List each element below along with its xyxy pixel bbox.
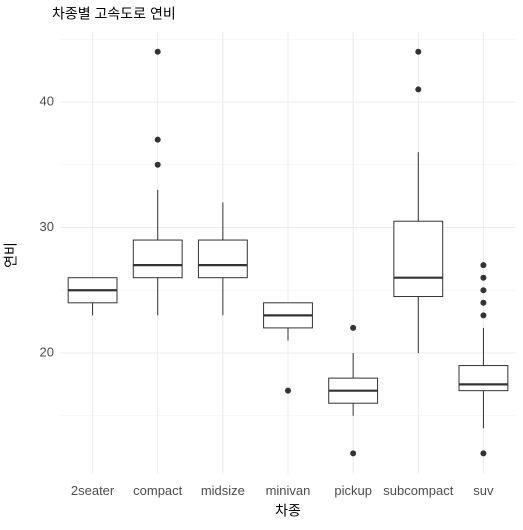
x-tick-label: pickup <box>334 483 372 498</box>
outlier <box>285 387 291 394</box>
box <box>132 239 183 279</box>
outlier <box>480 299 487 306</box>
x-axis-title: 차종 <box>275 503 301 519</box>
outlier <box>350 324 357 331</box>
x-tick-label: minivan <box>266 483 311 498</box>
y-tick-label: 30 <box>40 219 54 234</box>
outlier <box>480 262 487 269</box>
outlier <box>415 86 422 93</box>
outlier <box>154 161 161 168</box>
outlier <box>480 450 487 457</box>
outlier <box>480 312 487 319</box>
box <box>197 239 248 279</box>
x-tick-label: midsize <box>201 483 245 498</box>
y-tick-label: 40 <box>40 93 54 108</box>
outlier <box>350 450 357 457</box>
outlier <box>480 274 487 281</box>
x-tick-label: compact <box>133 483 183 498</box>
y-axis-title: 연비 <box>3 242 19 268</box>
x-tick-label: suv <box>473 483 494 498</box>
outlier <box>415 48 422 55</box>
outlier <box>154 136 161 143</box>
outlier <box>154 48 161 55</box>
chart-title: 차종별 고속도로 연비 <box>52 6 176 22</box>
x-tick-label: subcompact <box>383 483 453 498</box>
box <box>393 220 444 298</box>
y-tick-label: 20 <box>40 344 54 359</box>
x-tick-label: 2seater <box>71 483 115 498</box>
box <box>458 365 509 392</box>
outlier <box>480 287 487 294</box>
